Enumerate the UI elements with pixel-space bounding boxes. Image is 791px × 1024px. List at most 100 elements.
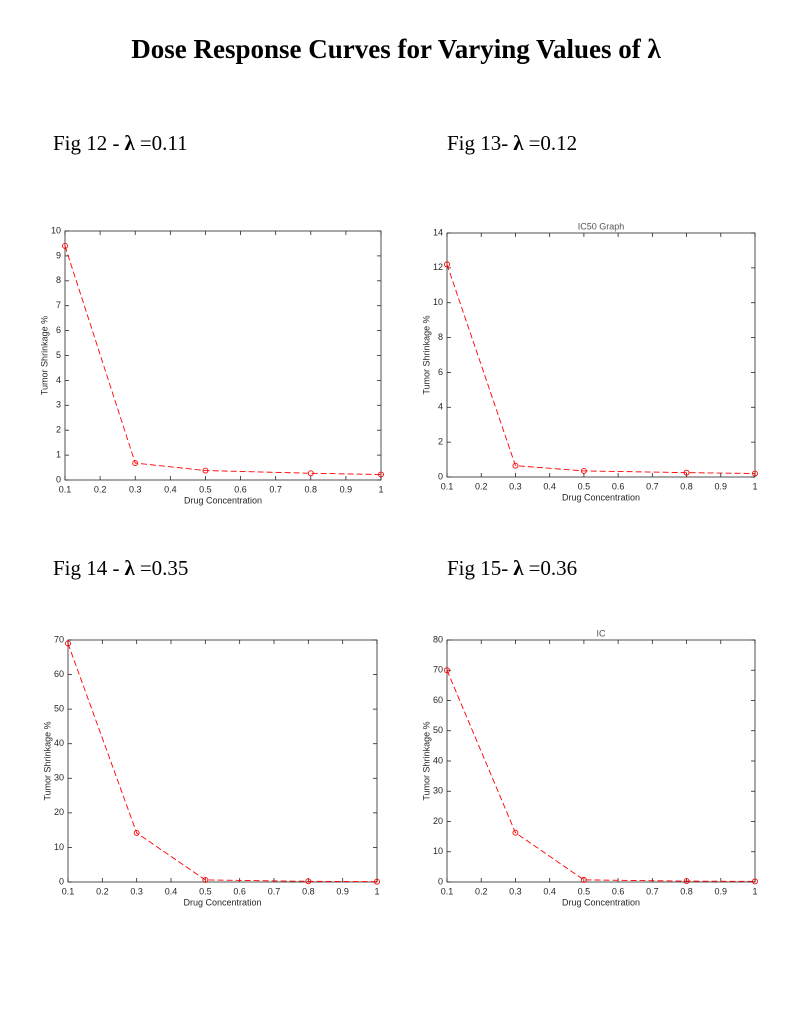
data-point [202,467,209,474]
y-tick-label: 10 [51,225,61,235]
data-point [374,878,380,885]
data-point [512,462,519,469]
data-point [133,829,140,836]
y-tick-label: 5 [56,350,61,360]
caption-value: =0.11 [140,131,188,155]
caption-symbol: λ [513,556,524,580]
x-tick-label: 0.7 [269,484,282,494]
page-title: Dose Response Curves for Varying Values … [131,34,661,64]
x-tick-label: 0.2 [475,886,488,896]
x-tick-label: 1 [378,484,383,494]
x-tick-label: 0.7 [646,886,659,896]
caption-value: =0.36 [529,556,578,580]
y-tick-label: 0 [438,471,443,481]
y-tick-label: 0 [438,876,443,886]
figure-caption: Fig 12 - λ =0.11 [53,131,188,155]
y-tick-label: 10 [433,297,443,307]
x-tick-label: 0.9 [336,886,349,896]
x-axis-label: Drug Concentration [562,492,640,502]
y-tick-label: 2 [438,437,443,447]
data-line [446,264,756,474]
data-line [67,643,378,883]
y-tick-label: 60 [54,669,64,679]
y-tick-label: 80 [433,634,443,644]
x-tick-label: 0.8 [680,481,693,491]
x-tick-label: 1 [752,886,757,896]
y-tick-label: 6 [56,325,61,335]
caption-label: Fig 14 - [53,556,120,580]
x-tick-label: 0.3 [509,481,522,491]
x-tick-label: 0.5 [199,886,212,896]
y-tick-label: 8 [56,275,61,285]
y-tick-label: 9 [56,250,61,260]
y-tick-label: 60 [433,695,443,705]
x-tick-label: 0.4 [543,481,556,491]
x-tick-label: 0.8 [302,886,315,896]
data-point [132,460,139,467]
x-tick-label: 1 [374,886,379,896]
data-point [378,471,384,478]
data-point [307,470,314,477]
x-tick-label: 0.8 [305,484,318,494]
y-axis-label: Tumor Shrinkage % [421,315,431,394]
x-tick-label: 0.4 [543,886,556,896]
caption-symbol: λ [125,131,136,155]
figure-caption: Fig 15- λ =0.36 [447,556,577,580]
y-tick-label: 7 [56,300,61,310]
plot-frame [67,639,378,883]
caption-symbol: λ [513,131,524,155]
x-tick-label: 0.6 [233,886,246,896]
y-tick-label: 0 [59,876,64,886]
y-tick-label: 6 [438,367,443,377]
caption-value: =0.35 [140,556,189,580]
x-tick-label: 0.1 [59,484,72,494]
x-tick-label: 0.2 [94,484,107,494]
data-point [580,467,587,474]
y-tick-label: 70 [433,665,443,675]
y-axis-label: Tumor Shrinkage % [421,721,431,800]
y-tick-label: 2 [56,425,61,435]
y-tick-label: 4 [438,402,443,412]
x-axis-label: Drug Concentration [562,897,640,907]
y-tick-label: 10 [54,842,64,852]
x-tick-label: 0.3 [509,886,522,896]
x-tick-label: 0.9 [715,886,728,896]
y-tick-label: 30 [54,773,64,783]
x-tick-label: 0.5 [199,484,212,494]
y-tick-label: 30 [433,786,443,796]
y-tick-label: 1 [56,449,61,459]
y-tick-label: 70 [54,634,64,644]
x-tick-label: 0.5 [578,481,591,491]
x-tick-label: 0.7 [646,481,659,491]
figure-caption: Fig 13- λ =0.12 [447,131,577,155]
data-line [446,670,756,882]
x-tick-label: 0.4 [164,484,177,494]
data-point [202,876,209,883]
data-point [512,829,519,836]
x-tick-label: 0.3 [129,484,142,494]
x-tick-label: 0.9 [715,481,728,491]
x-tick-label: 0.4 [165,886,178,896]
y-tick-label: 10 [433,846,443,856]
y-tick-label: 3 [56,400,61,410]
data-point [580,876,587,883]
plot-frame [64,230,382,481]
data-point [305,878,312,885]
y-tick-label: 50 [433,725,443,735]
data-point [683,469,690,476]
x-tick-label: 0.5 [578,886,591,896]
chart-title: IC [597,628,607,638]
x-axis-label: Drug Concentration [183,897,261,907]
caption-label: Fig 15- [447,556,508,580]
x-tick-label: 0.1 [441,886,454,896]
x-tick-label: 0.2 [96,886,109,896]
figure-caption: Fig 14 - λ =0.35 [53,556,188,580]
data-point [444,667,450,674]
plot-frame [446,639,756,883]
x-tick-label: 0.1 [441,481,454,491]
plot-frame [446,232,756,478]
x-axis-label: Drug Concentration [184,495,262,505]
y-tick-label: 40 [54,738,64,748]
y-tick-label: 0 [56,474,61,484]
